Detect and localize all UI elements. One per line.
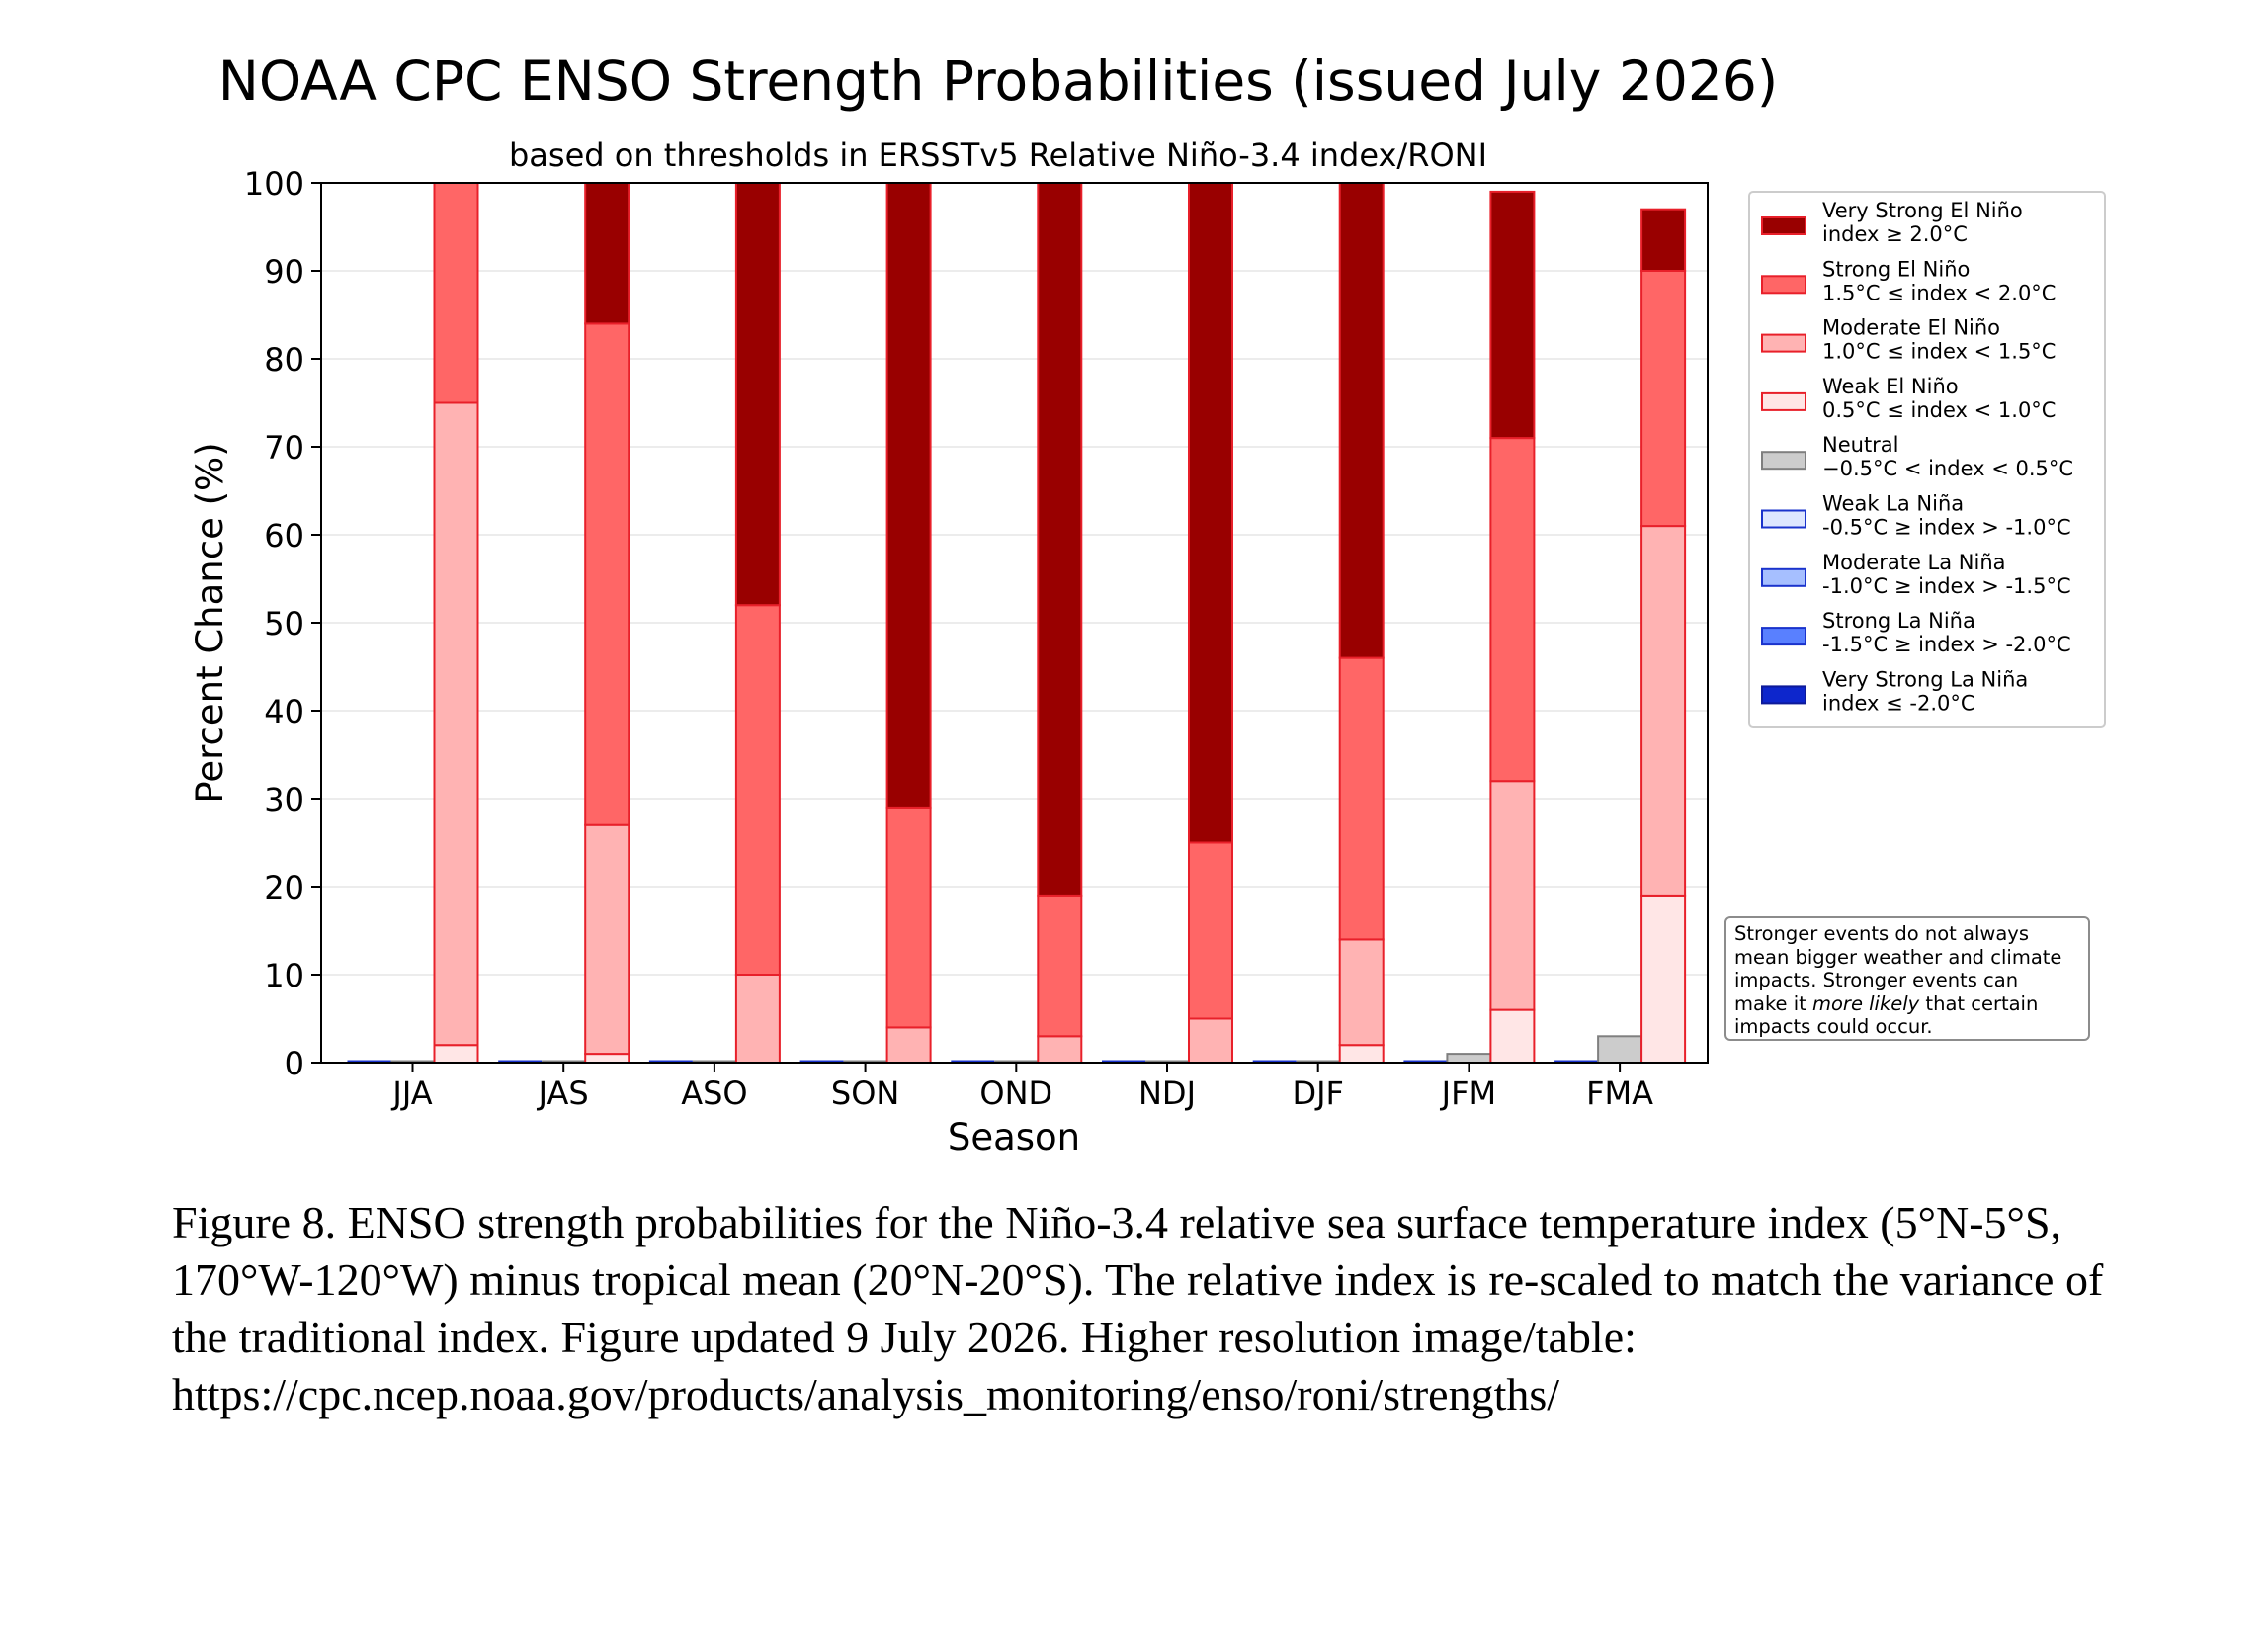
legend-label: Weak El Niño [1822,375,1959,398]
x-tick-label: SON [831,1074,899,1112]
legend-swatch [1761,567,1806,587]
bar-strong-el-nino [433,182,479,404]
bar-moderate-el-nino [1640,525,1687,897]
bar-strong-el-nino [1338,656,1385,941]
legend-range: -1.0°C ≥ index > -1.5°C [1822,574,2071,598]
figure-caption: Figure 8. ENSO strength probabilities fo… [172,1197,2104,1419]
bar-very-strong-el-nino [734,182,781,607]
bar-very-strong-el-nino [1188,182,1233,844]
x-tick-label: DJF [1292,1074,1343,1112]
bar-moderate-el-nino [885,1026,932,1065]
bar-weak-el-nino [1489,1008,1536,1064]
x-tick-label: OND [979,1074,1052,1112]
note-emphasis: more likely [1812,991,1920,1015]
bar-very-strong-el-nino [1640,208,1687,272]
legend-swatch [1761,509,1806,529]
bar-strong-el-nino [584,322,630,826]
legend-swatch [1761,451,1806,471]
bar-neutral [1446,1053,1492,1064]
note-line: Stronger events do not always [1734,922,2029,945]
legend-label: Strong El Niño [1822,257,1970,281]
legend-label: Very Strong La Niña [1822,667,2028,691]
x-tick-label: JJA [390,1074,432,1112]
y-tick-label: 30 [264,781,304,818]
y-axis-label: Percent Chance (%) [189,442,231,803]
bar-weak-el-nino [584,1053,630,1064]
y-tick-label: 70 [264,429,304,467]
bar-strong-el-nino [885,806,932,1029]
legend-range: −0.5°C < index < 0.5°C [1822,457,2073,480]
legend-label: Very Strong El Niño [1822,199,2023,222]
chart-title: NOAA CPC ENSO Strength Probabilities (is… [218,49,1779,113]
y-tick-label: 50 [264,605,304,643]
bar-moderate-el-nino [584,823,630,1056]
bar-weak-el-nino [433,1044,479,1064]
bar-weak-el-nino [1338,1044,1385,1064]
bar-stacks [347,182,1687,1065]
bar-strong-el-nino [1188,841,1233,1020]
y-tick-label: 20 [264,869,304,906]
note-line: impacts could occur. [1734,1015,1933,1038]
bar-weak-el-nino [1640,894,1687,1065]
legend-swatch [1761,275,1806,295]
bar-moderate-el-nino [1037,1035,1083,1065]
legend-swatch [1761,333,1806,353]
legend-range: 0.5°C ≤ index < 1.0°C [1822,398,2056,422]
bar-strong-el-nino [1037,894,1083,1038]
bar-moderate-el-nino [1489,780,1536,1011]
bar-moderate-el-nino [1338,938,1385,1047]
legend-label: Strong La Niña [1822,609,1975,633]
y-tick-label: 90 [264,253,304,291]
y-tick-label: 100 [244,165,304,203]
y-tick-label: 60 [264,517,304,555]
legend-swatch [1761,627,1806,646]
legend-label: Neutral [1822,433,1899,457]
legend-swatch [1761,685,1806,705]
note-text: that certain [1919,991,2039,1015]
x-tick-label: JAS [537,1074,589,1112]
y-tick-label: 40 [264,693,304,730]
note-line: make it more likely that certain [1734,992,2080,1016]
legend-swatch [1761,391,1806,411]
legend-range: index ≥ 2.0°C [1822,222,1968,246]
bar-strong-el-nino [1640,270,1687,528]
bar-moderate-el-nino [1188,1017,1233,1064]
y-tick-label: 10 [264,957,304,994]
axes: 0 10 20 30 40 50 60 70 80 90 100 JJA JAS ASO SON OND NDJ… [244,165,1653,1112]
bar-moderate-el-nino [734,974,781,1064]
x-tick-label: NDJ [1138,1074,1196,1112]
legend-range: 1.5°C ≤ index < 2.0°C [1822,281,2056,304]
legend-range: index ≤ -2.0°C [1822,691,1975,715]
note-line: mean bigger weather and climate [1734,945,2062,969]
bar-strong-el-nino [734,604,781,976]
bar-very-strong-el-nino [1037,182,1083,897]
y-tick-label: 80 [264,341,304,379]
legend-frame [1748,191,2106,728]
x-tick-label: JFM [1440,1074,1496,1112]
legend-label: Weak La Niña [1822,492,1964,516]
bar-very-strong-el-nino [885,182,932,809]
bar-moderate-el-nino [433,401,479,1047]
bar-very-strong-el-nino [1338,182,1385,659]
note-line: impacts. Stronger events can [1734,969,2019,991]
bar-strong-el-nino [1489,437,1536,783]
bar-very-strong-el-nino [1489,190,1536,440]
y-tick-label: 0 [285,1045,304,1082]
legend-range: -1.5°C ≥ index > -2.0°C [1822,633,2071,656]
legend-range: -0.5°C ≥ index > -1.0°C [1822,516,2071,540]
bar-very-strong-el-nino [584,182,630,325]
note-box: Stronger events do not always mean bigge… [1724,916,2090,1041]
bar-neutral [1597,1035,1643,1065]
note-text: make it [1734,991,1812,1015]
legend-label: Moderate La Niña [1822,551,2006,574]
legend-label: Moderate El Niño [1822,316,2000,340]
x-axis-label: Season [948,1116,1080,1158]
legend-range: 1.0°C ≤ index < 1.5°C [1822,340,2056,364]
x-tick-label: ASO [681,1074,747,1112]
x-tick-label: FMA [1586,1074,1653,1112]
legend-swatch [1761,216,1806,235]
chart-subtitle: based on thresholds in ERSSTv5 Relative … [509,136,1487,174]
